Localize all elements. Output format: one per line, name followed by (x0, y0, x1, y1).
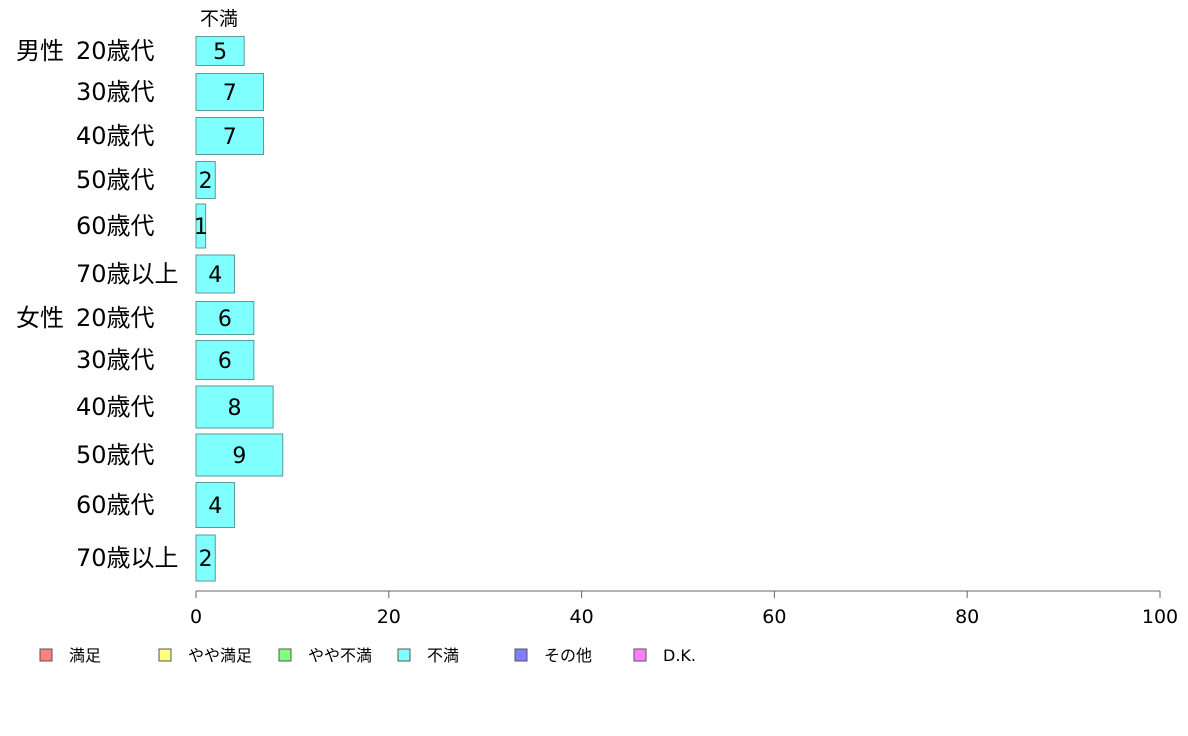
bar (195, 482, 236, 528)
row-label: 20歳代 (76, 304, 155, 332)
bar-value-label: 5 (213, 40, 227, 65)
legend-label: やや満足 (188, 646, 252, 665)
legend-swatch (39, 648, 53, 662)
legend-label: やや不満 (308, 646, 372, 665)
legend-swatch (514, 648, 528, 662)
legend-label: 不満 (427, 646, 459, 665)
bar-value-label: 9 (232, 444, 246, 469)
legend-label: その他 (544, 646, 592, 665)
bar-value-label: 6 (218, 307, 232, 332)
legend-label: D.K. (663, 646, 696, 665)
row-label: 30歳代 (76, 78, 155, 106)
series-title: 不満 (200, 8, 238, 30)
row-label: 60歳代 (76, 212, 155, 240)
legend: 満足 やや満足 やや不満 不満 その他 D.K. (39, 646, 696, 665)
bar-value-label: 7 (223, 125, 237, 150)
row-label: 70歳以上 (76, 260, 179, 288)
bar-value-label: 2 (199, 169, 213, 194)
legend-swatch (397, 648, 411, 662)
bar (195, 117, 264, 155)
bar (195, 433, 284, 477)
bar (195, 36, 245, 66)
legend-label: 満足 (69, 646, 101, 665)
group-label: 男性 (16, 37, 64, 65)
group-label: 女性 (16, 304, 64, 332)
bar (195, 385, 274, 429)
x-tick-label: 20 (377, 606, 401, 628)
bar-value-label: 4 (208, 494, 222, 519)
bar (195, 340, 255, 380)
row-label: 30歳代 (76, 346, 155, 374)
x-axis: 0 20 40 60 80 100 (190, 590, 1178, 628)
row-label: 50歳代 (76, 166, 155, 194)
bar-value-label: 7 (223, 81, 237, 106)
row-label: 50歳代 (76, 441, 155, 469)
x-tick-label: 60 (762, 606, 786, 628)
bar (195, 73, 264, 111)
bar-value-label: 8 (228, 396, 242, 421)
bar (195, 203, 207, 249)
bar (195, 161, 216, 199)
legend-swatch (278, 648, 292, 662)
bar-value-label: 1 (194, 215, 208, 240)
bar-value-label: 6 (218, 349, 232, 374)
x-tick-label: 0 (190, 606, 202, 628)
bar (195, 534, 216, 582)
bar (195, 301, 255, 335)
x-tick-label: 40 (570, 606, 594, 628)
bar-value-label: 2 (199, 547, 213, 572)
row-label: 60歳代 (76, 491, 155, 519)
legend-swatch (633, 648, 647, 662)
legend-swatch (158, 648, 172, 662)
bar (195, 254, 236, 294)
row-label: 40歳代 (76, 393, 155, 421)
row-label: 40歳代 (76, 122, 155, 150)
x-tick-label: 100 (1142, 606, 1178, 628)
x-tick-label: 80 (955, 606, 979, 628)
row-label: 70歳以上 (76, 544, 179, 572)
bar-value-label: 4 (208, 263, 222, 288)
row-label: 20歳代 (76, 37, 155, 65)
